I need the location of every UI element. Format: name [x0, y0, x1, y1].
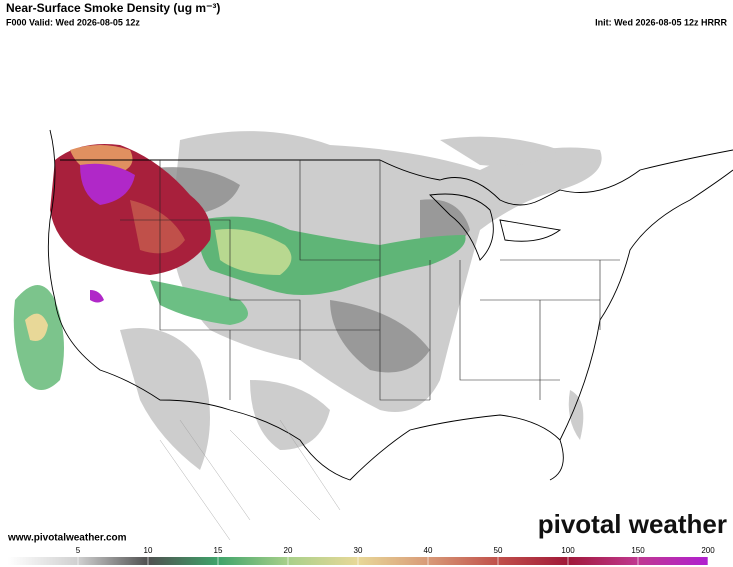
valid-time: F000 Valid: Wed 2026-08-05 12z — [6, 17, 140, 27]
colorbar-label: 100 — [561, 546, 575, 555]
logo: pivotal weather — [538, 509, 727, 539]
colorbar-segment — [428, 557, 498, 565]
colorbar-label: 5 — [76, 546, 81, 555]
colorbar-label: 30 — [354, 546, 363, 555]
colorbar-label: 150 — [631, 546, 645, 555]
colorbar-segment — [8, 557, 78, 565]
colorbar-label: 200 — [701, 546, 715, 555]
colorbar-label: 40 — [424, 546, 433, 555]
colorbar-label: 20 — [284, 546, 293, 555]
boundaries — [47, 129, 733, 541]
moderate-smoke — [13, 216, 466, 390]
colorbar-segment — [568, 557, 638, 565]
colorbar-label: 15 — [214, 546, 223, 555]
colorbar-segment — [288, 557, 358, 565]
colorbar-label: 10 — [144, 546, 153, 555]
colorbar-label: 50 — [494, 546, 503, 555]
colorbar-segment — [358, 557, 428, 565]
colorbar-segment — [498, 557, 568, 565]
title: Near-Surface Smoke Density (ug m⁻³) — [6, 1, 220, 15]
map — [0, 30, 733, 545]
footer-url: www.pivotalweather.com — [7, 533, 127, 544]
colorbar-segment — [638, 557, 708, 565]
colorbar-segment — [148, 557, 218, 565]
colorbar: 5 10 15 20 30 40 50 100 150 200 — [8, 546, 715, 565]
init-time: Init: Wed 2026-08-05 12z HRRR — [595, 17, 727, 27]
colorbar-segment — [78, 557, 148, 565]
colorbar-segment — [218, 557, 288, 565]
heavy-smoke — [50, 144, 211, 303]
